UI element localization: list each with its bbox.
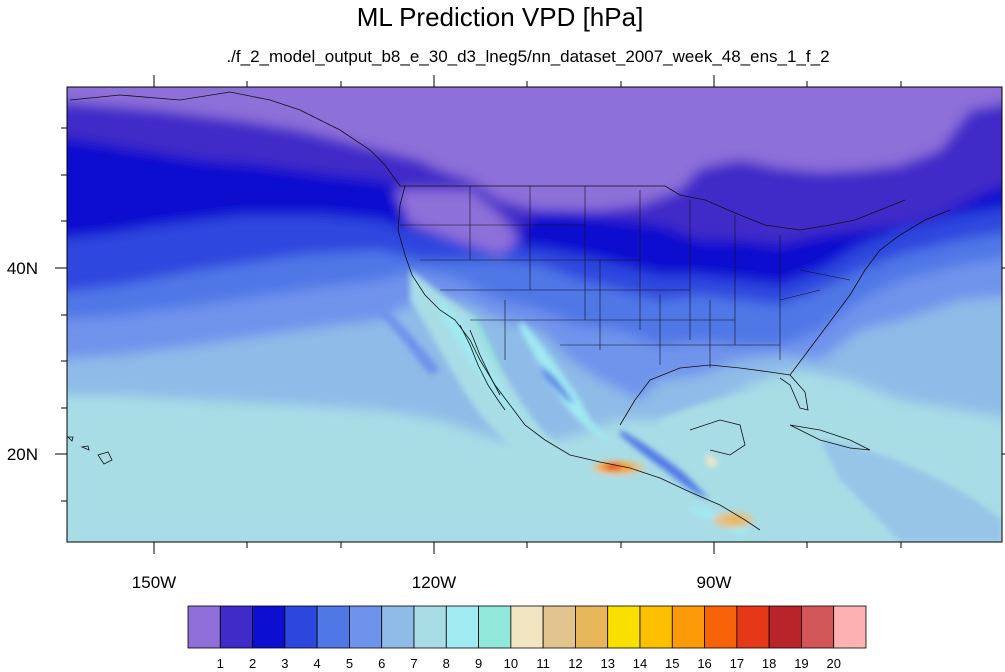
colorbar-tick-label: 9 [475, 656, 482, 671]
colorbar-swatch [349, 605, 383, 649]
colorbar-swatch [510, 605, 544, 649]
colorbar-swatch [639, 605, 673, 649]
colorbar-tick-label: 13 [600, 656, 614, 671]
colorbar: 1 2 3 4 5 6 7 8 9 10 11 12 13 14 15 16 17 18 19 20 [187, 605, 867, 671]
gulf-coastline [619, 364, 809, 426]
pacific-coastline [397, 185, 761, 531]
lat-label-40n: 40N [7, 259, 38, 278]
colorbar-swatch [704, 605, 738, 649]
colorbar-swatch [478, 605, 512, 649]
map-boundaries [67, 91, 951, 531]
colorbar-tick-label: 3 [281, 656, 288, 671]
yucatan-coastline [689, 419, 746, 456]
colorbar-tick-label: 18 [762, 656, 776, 671]
colorbar-swatch [187, 605, 221, 649]
colorbar-swatch [542, 605, 576, 649]
colorbar-swatch [219, 605, 253, 649]
lat-label-20n: 20N [7, 445, 38, 464]
lon-label-90w: 90W [697, 573, 732, 592]
colorbar-swatch [607, 605, 641, 649]
colorbar-tick-label: 4 [314, 656, 321, 671]
colorbar-swatch [445, 605, 479, 649]
colorbar-tick-label: 8 [443, 656, 450, 671]
colorbar-tick-label: 12 [568, 656, 582, 671]
us-canada-border [400, 185, 906, 231]
lon-label-120w: 120W [412, 573, 456, 592]
cuba-coastline [789, 424, 871, 451]
colorbar-tick-label: 11 [536, 656, 550, 671]
baja-coastline [459, 324, 506, 411]
bc-coastline [69, 91, 401, 187]
state-lines [400, 186, 851, 368]
colorbar-tick-label: 5 [346, 656, 353, 671]
colorbar-tick-label: 19 [794, 656, 808, 671]
colorbar-swatch [381, 605, 415, 649]
colorbar-tick-label: 1 [217, 656, 224, 671]
colorbar-tick-label: 20 [826, 656, 840, 671]
colorbar-tick-label: 7 [410, 656, 417, 671]
colorbar-tick-label: 15 [665, 656, 679, 671]
hawaii-islands [67, 436, 113, 465]
colorbar-swatch [252, 605, 286, 649]
colorbar-tick-label: 16 [697, 656, 711, 671]
atlantic-coastline [789, 209, 951, 376]
colorbar-swatch [575, 605, 609, 649]
colorbar-tick-label: 2 [249, 656, 256, 671]
map-title: ML Prediction VPD [hPa] [357, 2, 644, 32]
map-ticks [55, 75, 1005, 554]
map-subtitle: ./f_2_model_output_b8_e_30_d3_lneg5/nn_d… [226, 47, 829, 66]
colorbar-tick-label: 14 [633, 656, 647, 671]
colorbar-tick-label: 17 [730, 656, 744, 671]
colorbar-swatch [284, 605, 318, 649]
colorbar-swatch [671, 605, 705, 649]
lon-label-150w: 150W [132, 573, 176, 592]
colorbar-tick-label: 6 [378, 656, 385, 671]
colorbar-swatch [736, 605, 770, 649]
colorbar-swatch [316, 605, 350, 649]
colorbar-tick-label: 10 [504, 656, 518, 671]
colorbar-swatch [413, 605, 447, 649]
colorbar-swatch [833, 605, 867, 649]
colorbar-swatch [801, 605, 835, 649]
colorbar-swatch [768, 605, 802, 649]
vpd-field [67, 87, 1002, 542]
